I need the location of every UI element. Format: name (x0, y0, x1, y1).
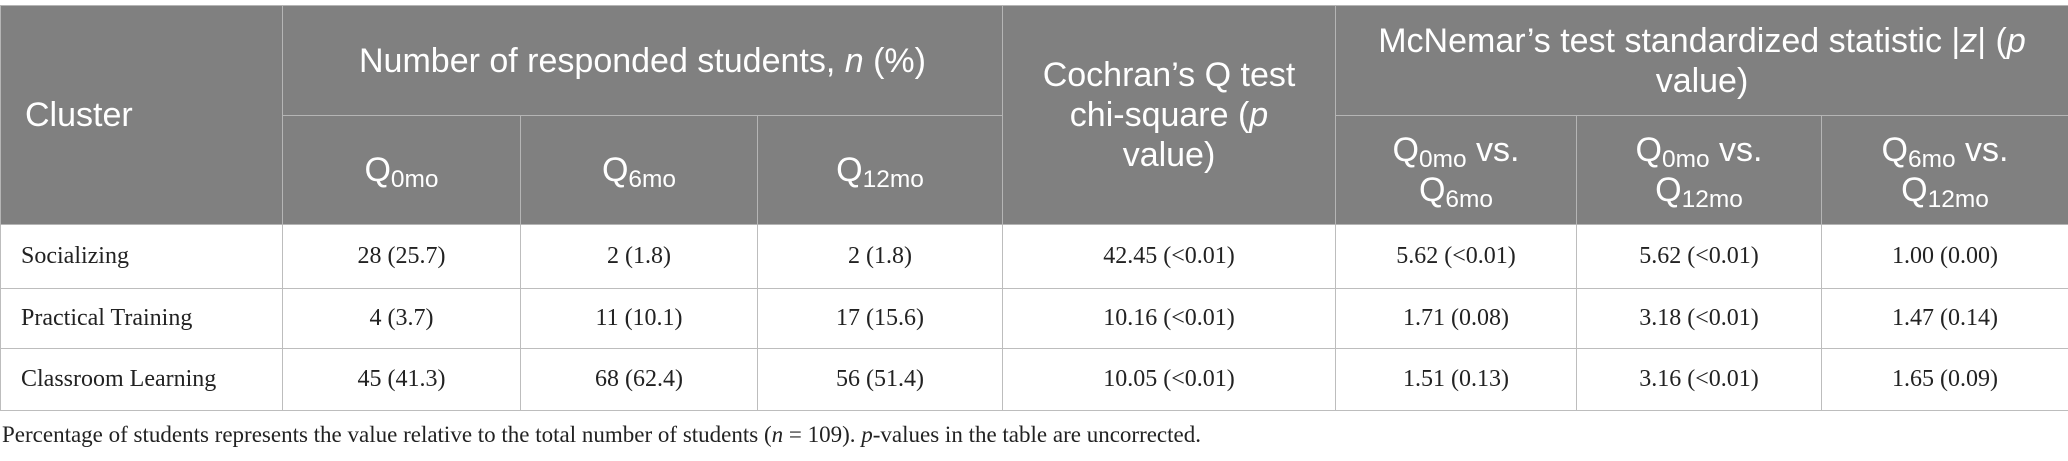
text-segment: vs. Q (1418, 131, 1520, 209)
header-cell: Q12mo (757, 115, 1003, 225)
text-segment: p (861, 422, 873, 447)
header-cell: Q0mo (282, 115, 521, 225)
text-segment: 6mo (1907, 146, 1956, 174)
text-segment: 0mo (1418, 146, 1467, 174)
table-cell: 2 (1.8) (757, 224, 1003, 289)
table-cell: 10.05 (<0.01) (1002, 348, 1336, 411)
table-cell: 56 (51.4) (757, 348, 1003, 411)
text-segment: Q (1881, 131, 1908, 169)
table-cell: 42.45 (<0.01) (1002, 224, 1336, 289)
text-segment: 6mo (1445, 186, 1494, 214)
text-segment: Q (1392, 131, 1419, 169)
table-cell: 1.00 (0.00) (1821, 224, 2068, 289)
table-cell: 1.65 (0.09) (1821, 348, 2068, 411)
table-cell: 1.71 (0.08) (1335, 288, 1577, 349)
text-segment: = 109). (783, 422, 862, 447)
text-segment: McNemar’s test standardized statistic | (1378, 21, 1961, 60)
header-cell: Cluster (0, 5, 283, 225)
text-segment: 12mo (1927, 186, 1989, 214)
table-cell: 17 (15.6) (757, 288, 1003, 349)
table-cell: 5.62 (<0.01) (1576, 224, 1822, 289)
header-cell: Number of responded students, n (%) (282, 5, 1003, 116)
text-segment: 0mo (390, 166, 439, 194)
text-segment: vs. Q (1655, 131, 1763, 209)
table-cell: Classroom Learning (0, 348, 283, 411)
table-cell: 11 (10.1) (520, 288, 758, 349)
text-segment: (%) (863, 41, 926, 80)
table-cell: 68 (62.4) (520, 348, 758, 411)
table-cell: 10.16 (<0.01) (1002, 288, 1336, 349)
text-segment: 12mo (862, 166, 924, 194)
table-row: Socializing 28 (25.7) 2 (1.8) 2 (1.8) 42.45 … (0, 224, 2068, 289)
header-cell: McNemar’s test standardized statistic |z… (1335, 5, 2068, 116)
text-segment: Q (1635, 131, 1662, 169)
header-cell: Q6mo (520, 115, 758, 225)
table-cell: 4 (3.7) (282, 288, 521, 349)
table-cell: 28 (25.7) (282, 224, 521, 289)
text-segment: value) (1655, 61, 1749, 100)
table-cell: 1.51 (0.13) (1335, 348, 1577, 411)
text-segment: Percentage of students represents the va… (2, 422, 772, 447)
text-segment: | ( (1977, 21, 2007, 60)
header-cell: Cochran’s Q test chi-square (p value) (1002, 5, 1336, 225)
footnote: Percentage of students represents the va… (2, 422, 1201, 448)
text-segment: Cochran’s Q test chi-square ( (1042, 56, 1296, 134)
text-segment: n (771, 422, 784, 447)
table-cell: 3.16 (<0.01) (1576, 348, 1822, 411)
table-row: Practical Training 4 (3.7) 11 (10.1) 17 (15… (0, 288, 2068, 349)
table-cell: 5.62 (<0.01) (1335, 224, 1577, 289)
table-cell: 1.47 (0.14) (1821, 288, 2068, 349)
header-cell: Q0mo vs. Q6mo (1335, 115, 1577, 225)
text-segment: Q (364, 151, 391, 189)
table-cell: 45 (41.3) (282, 348, 521, 411)
text-segment: Q (836, 151, 863, 189)
header-cell: Q0mo vs. Q12mo (1576, 115, 1822, 225)
text-segment: z (1960, 21, 1978, 60)
text-segment: Q (601, 151, 629, 189)
header-cell: Q6mo vs. Q12mo (1821, 115, 2068, 225)
table-cell: Practical Training (0, 288, 283, 349)
text-segment: n (844, 41, 864, 80)
text-segment: Number of responded students, (359, 41, 845, 80)
text-segment: p (2006, 21, 2026, 60)
data-table: Cluster Number of responded students, n … (0, 5, 2068, 411)
text-segment: vs. Q (1901, 131, 2009, 209)
table-row: Classroom Learning 45 (41.3) 68 (62.4) 56 (… (0, 348, 2068, 411)
text-segment: value) (1122, 136, 1216, 174)
table-cell: 2 (1.8) (520, 224, 758, 289)
table-body: Socializing 28 (25.7) 2 (1.8) 2 (1.8) 42.45 … (0, 224, 2068, 411)
table-cell: Socializing (0, 224, 283, 289)
text-segment: 6mo (628, 166, 677, 194)
text-segment: 0mo (1661, 146, 1710, 174)
text-segment: p (1249, 96, 1269, 134)
text-segment: 12mo (1681, 186, 1743, 214)
text-segment: -values in the table are uncorrected. (872, 422, 1201, 447)
table-cell: 3.18 (<0.01) (1576, 288, 1822, 349)
